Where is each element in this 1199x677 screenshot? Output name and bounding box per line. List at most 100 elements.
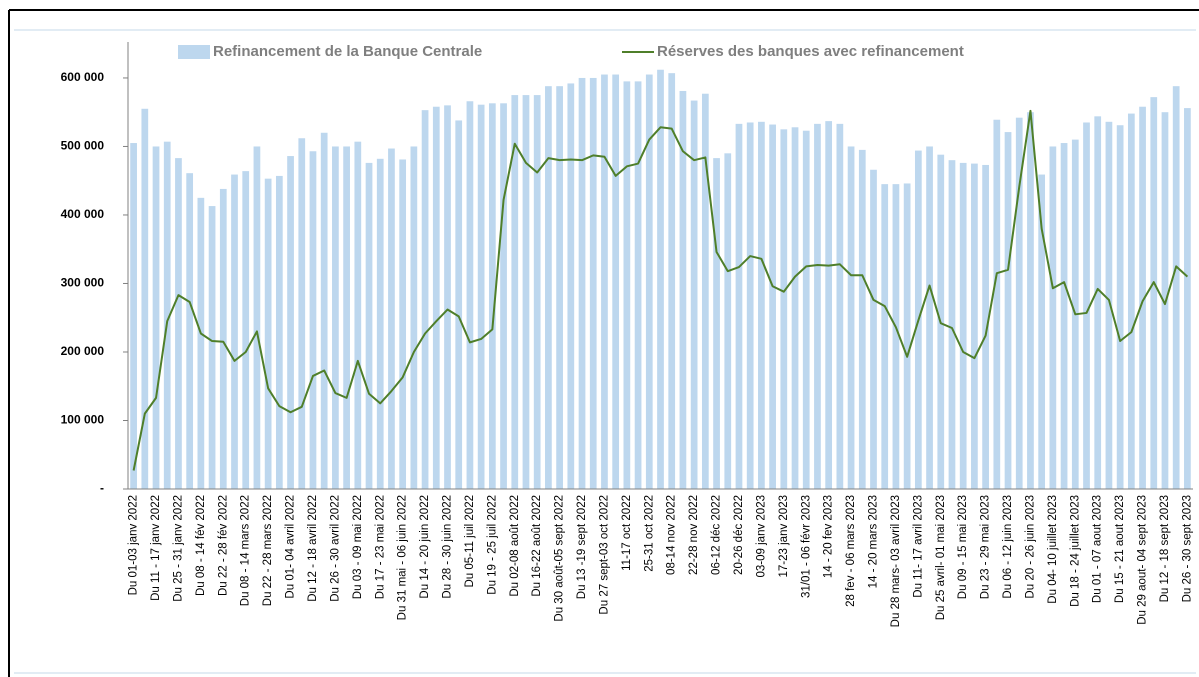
x-tick-label: Du 11 - 17 janv 2022 [150,495,162,601]
bar [601,74,608,490]
bar [1049,146,1057,489]
y-tick-label: 300 000 [61,276,105,290]
bar [242,171,250,489]
x-tick-label: Du 25 - 31 janv 2022 [172,495,184,602]
x-tick-label: Du 06 - 12 juin 2023 [1002,495,1014,599]
x-tick-label: Du 08 - 14 mars 2022 [240,495,252,606]
x-tick-label: Du 01-03 janv 2022 [128,495,140,595]
bar [455,120,463,490]
bar [959,162,967,489]
bar [982,164,989,489]
bar [130,143,137,490]
x-tick-label: Du 04- 10 juillet 2023 [1047,495,1059,604]
x-tick-label: 17-23 janv 2023 [778,495,790,577]
bar [432,106,440,489]
bar [780,129,788,489]
x-tick-label: Du 03 - 09 mai 2022 [352,495,364,599]
y-tick-label: 100 000 [61,413,105,427]
x-tick-label: 31/01 - 06 févr 2023 [800,495,812,598]
x-tick-label: Du 01 - 07 aout 2023 [1092,495,1104,603]
x-tick-label: Du 09 - 15 mai 2023 [957,495,969,599]
bar [376,158,384,489]
bar [892,184,900,489]
bar [1004,132,1012,490]
bar [567,83,575,489]
x-tick-label: Du 31 mai - 06 juin 2022 [397,495,409,620]
bar [388,148,395,489]
bar [410,146,418,489]
bar [556,86,563,489]
bar [847,146,855,489]
x-tick-label: Du 14 - 20 juin 2022 [419,495,431,599]
bar [332,146,339,489]
line-series [132,109,1189,471]
bar [1105,121,1113,490]
x-tick-label: 14 - 20 fev 2023 [823,495,835,578]
x-tick-label: Du 02-08 août 2022 [509,495,521,597]
bar [735,123,743,489]
x-tick-label: Du 01- 04 avril 2022 [285,495,297,599]
bar [971,163,978,490]
x-tick-label: Du 23 - 29 mai 2023 [980,495,992,599]
bar [1083,122,1090,489]
bar [298,138,306,489]
bar [533,95,541,489]
x-tick-label: Du 16-22 août 2022 [531,495,543,597]
bar [634,81,642,489]
bar [1172,86,1180,489]
bar [1139,106,1146,489]
bar [679,90,687,489]
x-tick-label: Du 28 mars- 03 avril 2023 [890,495,902,627]
bar [690,100,698,489]
legend-label: Réserves des banques avec refinancement [657,43,964,60]
bar [488,103,496,490]
bar [758,121,765,490]
bar [500,103,507,490]
bar [444,105,451,489]
y-tick-label: 200 000 [61,344,105,358]
bar [186,173,194,489]
bar [1038,174,1046,489]
x-tick-label: Du 05-11 juil 2022 [464,495,476,588]
x-tick-label: Du 29 aout- 04 sept 2023 [1137,495,1149,625]
bar [724,153,732,490]
bar [522,95,530,489]
bar [208,206,216,489]
x-tick-label: 20-26 déc 2022 [733,495,745,575]
x-tick-label: 28 fev - 06 mars 2023 [845,495,857,607]
bar [903,183,911,489]
bar [814,123,821,489]
bar [1094,116,1102,490]
bar [141,108,149,490]
bar [769,124,776,490]
x-tick-label: Du 22 - 28 mars 2022 [262,495,274,606]
bar [354,141,362,489]
bar [948,160,956,489]
bar [343,146,350,489]
bar [1150,97,1158,489]
x-tick-label: Du 12 - 18 avril 2022 [307,495,319,602]
bar [175,158,182,489]
bar [791,127,799,490]
x-tick-label: 22-28 nov 2022 [688,495,700,575]
x-tick-label: Du 26 - 30 avril 2022 [329,495,341,602]
x-tick-label: Du 30 août-05 sept 2022 [554,495,566,622]
bar [545,86,552,489]
bar [802,130,810,489]
x-tick-label: Du 28 - 30 juin 2022 [442,495,454,599]
bar [287,156,294,490]
bar [477,104,485,490]
legend-swatch [178,45,210,59]
bar [668,73,676,489]
x-tick-label: Du 27 sept-03 oct 2022 [598,495,610,615]
bar [612,74,620,490]
bar [219,188,227,489]
bar [589,77,597,489]
bar [1060,143,1068,490]
bar [1127,113,1135,489]
bar [1184,108,1191,489]
x-tick-label: Du 20 - 26 juin 2023 [1024,495,1036,599]
y-tick-label: 400 000 [61,207,105,221]
x-tick-label: Du 19 - 25 juil 2022 [486,495,498,595]
